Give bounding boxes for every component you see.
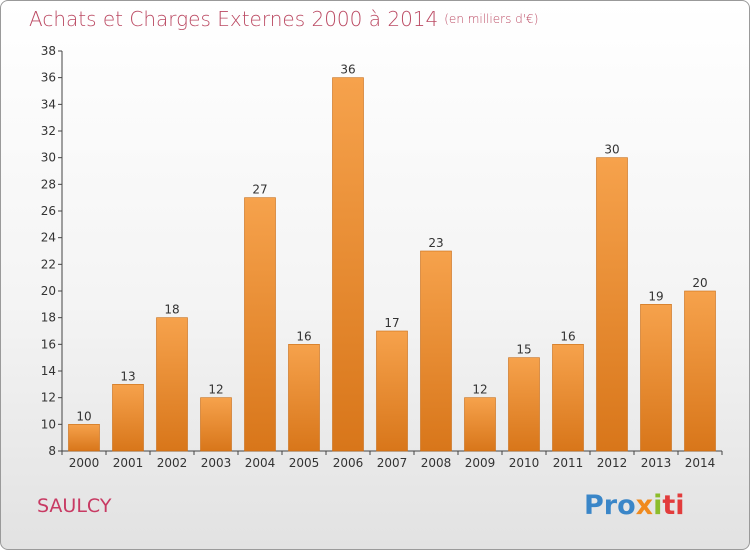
y-tick-label: 32 (41, 124, 56, 138)
y-tick-label: 16 (41, 337, 56, 351)
bar (508, 357, 540, 452)
y-tick-label: 18 (41, 311, 56, 325)
x-tick-label: 2005 (289, 456, 320, 470)
x-tick-label: 2008 (421, 456, 452, 470)
bar (684, 290, 716, 452)
y-tick-label: 20 (41, 284, 56, 298)
y-tick-label: 14 (41, 364, 56, 378)
data-label: 23 (428, 236, 443, 250)
chart-title: Achats et Charges Externes 2000 à 2014 (e… (29, 7, 538, 31)
place-name: SAULCY (37, 495, 112, 517)
x-tick-label: 2000 (69, 456, 100, 470)
x-tick-label: 2012 (597, 456, 628, 470)
y-tick-label: 34 (41, 97, 56, 111)
data-label: 13 (120, 369, 135, 383)
data-label: 15 (516, 343, 531, 357)
bar (420, 250, 452, 452)
data-label: 30 (604, 143, 619, 157)
chart-axes: 8 10 12 14 16 18 20 22 24 26 28 30 32 34 36 38 2000 2001 2… (41, 44, 723, 470)
y-tick-label: 26 (41, 204, 56, 218)
bar (464, 397, 496, 452)
data-label: 19 (648, 289, 663, 303)
logo-part-3: i (653, 490, 663, 521)
data-label: 17 (384, 316, 399, 330)
x-tick-label: 2010 (509, 456, 540, 470)
logo-part-4: ti (662, 490, 685, 521)
y-tick-label: 22 (41, 257, 56, 271)
x-tick-label: 2014 (685, 456, 716, 470)
bar (244, 197, 276, 452)
data-label: 12 (472, 383, 487, 397)
data-label: 20 (692, 276, 707, 290)
bar (200, 397, 232, 452)
data-label: 27 (252, 183, 267, 197)
chart-subtitle: (en milliers d'€) (444, 12, 539, 26)
y-tick-label: 38 (41, 44, 56, 58)
x-tick-label: 2002 (157, 456, 188, 470)
data-label: 12 (208, 383, 223, 397)
y-tick-label: 36 (41, 71, 56, 85)
logo-part-2: x (635, 490, 654, 521)
bar (332, 77, 364, 452)
bar (640, 304, 672, 452)
bar (376, 330, 408, 452)
x-tick-label: 2007 (377, 456, 408, 470)
x-tick-label: 2001 (113, 456, 144, 470)
chart-data-labels: 10 13 18 12 27 16 36 17 23 12 15 16 30 19 20 (76, 63, 707, 424)
y-tick-label: 30 (41, 151, 56, 165)
bar (596, 157, 628, 452)
x-tick-label: 2003 (201, 456, 232, 470)
y-tick-label: 10 (41, 417, 56, 431)
data-label: 10 (76, 409, 91, 423)
bar (552, 344, 584, 452)
bar (112, 384, 144, 452)
data-label: 36 (340, 63, 355, 77)
chart-bars (68, 77, 716, 452)
data-label: 16 (560, 329, 575, 343)
x-tick-label: 2011 (553, 456, 584, 470)
bar (68, 424, 100, 452)
y-tick-label: 8 (48, 444, 56, 458)
y-tick-label: 28 (41, 177, 56, 191)
x-tick-label: 2009 (465, 456, 496, 470)
x-tick-label: 2004 (245, 456, 276, 470)
logo-part-1: Pro (584, 490, 636, 521)
data-label: 18 (164, 303, 179, 317)
proxiti-logo: Proxiti (584, 490, 685, 521)
y-tick-label: 24 (41, 231, 56, 245)
data-label: 16 (296, 329, 311, 343)
chart-title-text: Achats et Charges Externes 2000 à 2014 (29, 7, 439, 31)
x-tick-label: 2006 (333, 456, 364, 470)
bar (288, 344, 320, 452)
bar (156, 317, 188, 452)
y-tick-label: 12 (41, 391, 56, 405)
x-tick-label: 2013 (641, 456, 672, 470)
